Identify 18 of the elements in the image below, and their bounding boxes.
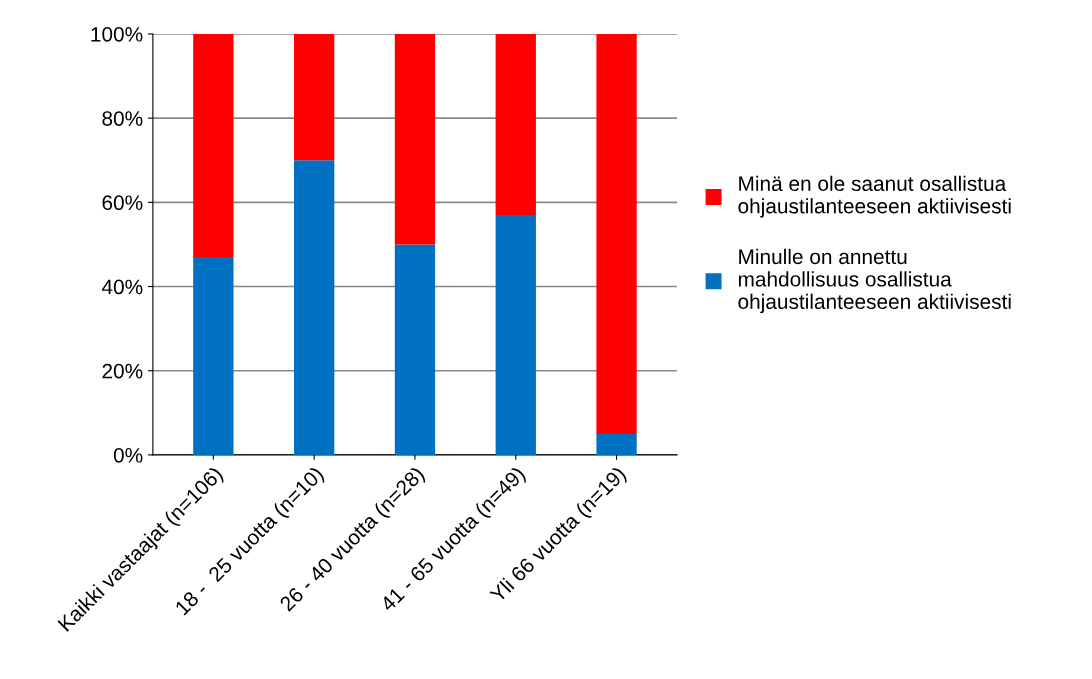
y-tick-label: 40% (101, 279, 143, 295)
y-tick-label: 100% (91, 26, 143, 42)
bar (394, 33, 436, 245)
legend-label: Minulle on annettu mahdollisuus osallistua ohjaustilanteeseen aktiivisesti (738, 248, 1011, 314)
bar (495, 214, 536, 455)
bar (294, 33, 335, 161)
bar (596, 33, 637, 434)
y-tick-label: 0% (113, 447, 143, 463)
bar (394, 244, 436, 455)
legend-label: Minä en ole saanut osallistua ohjaustilanteeseen aktiivisesti (738, 175, 1011, 218)
bar (294, 160, 335, 455)
y-tick-label: 60% (102, 195, 143, 211)
bar (495, 33, 536, 215)
y-tick-label: 20% (102, 363, 143, 379)
bar (596, 433, 637, 455)
bar (193, 257, 234, 455)
bar (193, 33, 234, 258)
y-tick-label: 80% (102, 111, 143, 126)
